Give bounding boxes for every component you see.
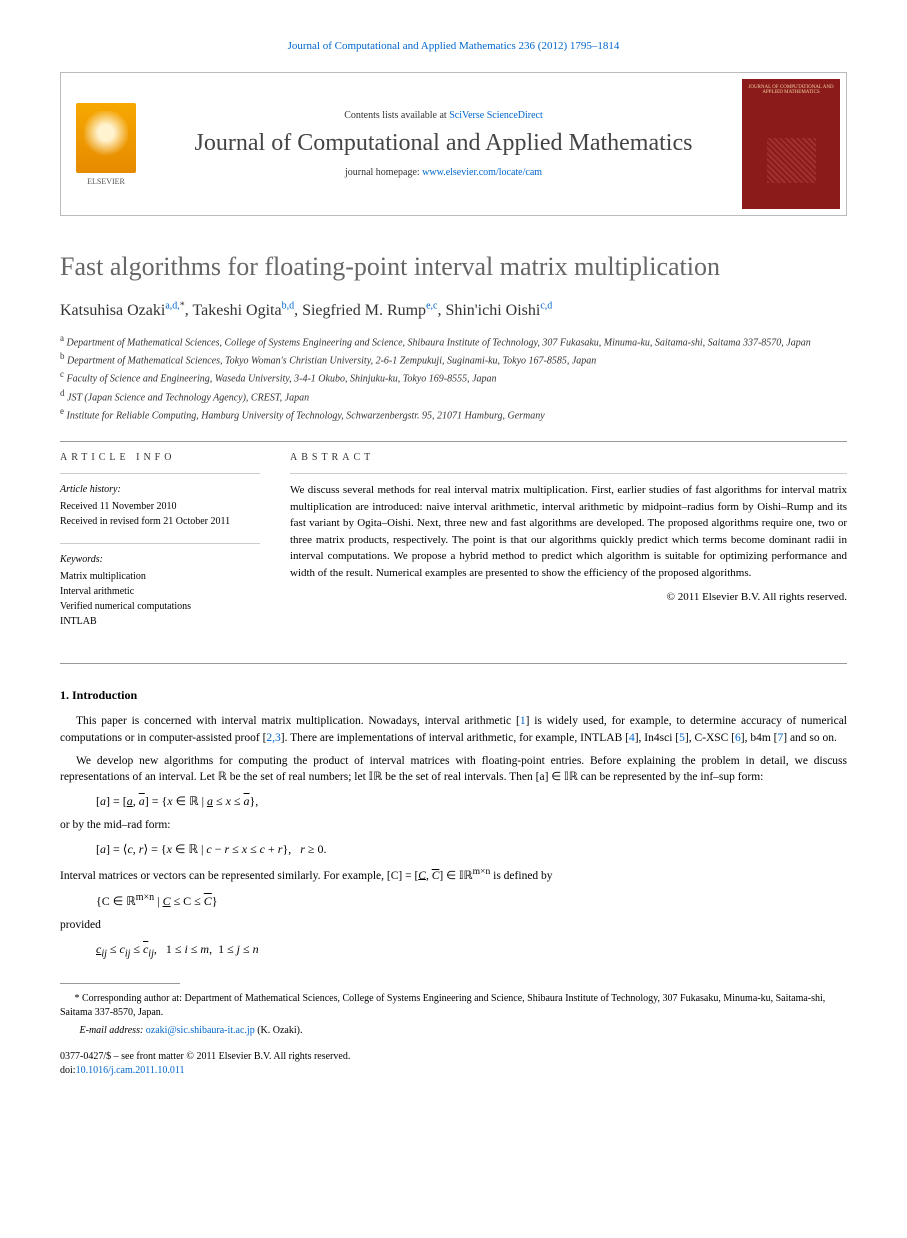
affiliation-link[interactable]: e,c [426, 300, 437, 311]
contents-line: Contents lists available at SciVerse Sci… [159, 110, 728, 121]
author: Shin'ichi Oishic,d [445, 302, 552, 319]
intro-paragraph-2: We develop new algorithms for computing … [60, 753, 847, 786]
email-footnote: E-mail address: ozaki@sic.shibaura-it.ac… [60, 1024, 847, 1038]
author: Siegfried M. Rumpe,c [302, 302, 437, 319]
publisher-block: ELSEVIER [61, 73, 151, 215]
footnote-divider [60, 983, 180, 984]
star-icon: * [72, 993, 82, 1004]
equation-interval-matrix: {C ∈ ℝm×n | C ≤ C ≤ C} [96, 892, 847, 909]
text: ], b4m [ [741, 732, 778, 744]
bottom-matter: 0377-0427/$ – see front matter © 2011 El… [60, 1050, 847, 1078]
elsevier-tree-icon [76, 103, 136, 173]
text: ] ∈ 𝕀ℝ [439, 869, 472, 881]
author-list: Katsuhisa Ozakia,d,*, Takeshi Ogitab,d, … [60, 300, 847, 319]
affiliation: c Faculty of Science and Engineering, Wa… [60, 368, 847, 386]
divider [60, 441, 847, 442]
equation-componentwise: cij ≤ cij ≤ cij, 1 ≤ i ≤ m, 1 ≤ j ≤ n [96, 942, 847, 959]
doi-line: doi:10.1016/j.cam.2011.10.011 [60, 1064, 847, 1078]
text: ] and so on. [783, 732, 837, 744]
history-block: Article history: Received 11 November 20… [60, 473, 260, 529]
affiliation-link[interactable]: a,d, [165, 300, 179, 311]
keywords-label: Keywords: [60, 552, 260, 567]
author: Katsuhisa Ozakia,d,* [60, 302, 185, 319]
text: ], In4sci [ [635, 732, 679, 744]
equation-infsup: [a] = [a, a] = {x ∈ ℝ | a ≤ x ≤ a}, [96, 794, 847, 809]
journal-name: Journal of Computational and Applied Mat… [159, 129, 728, 158]
affiliation: b Department of Mathematical Sciences, T… [60, 350, 847, 368]
affiliation: e Institute for Reliable Computing, Hamb… [60, 405, 847, 423]
intro-paragraph-5: provided [60, 917, 847, 934]
history-line: Received 11 November 2010 [60, 499, 260, 514]
article-info-heading: ARTICLE INFO [60, 452, 260, 463]
article-title: Fast algorithms for floating-point inter… [60, 251, 847, 282]
intro-paragraph-4: Interval matrices or vectors can be repr… [60, 865, 847, 885]
abstract-heading: ABSTRACT [290, 452, 847, 463]
text: This paper is concerned with interval ma… [76, 715, 520, 727]
text: m×n [473, 866, 491, 877]
homepage-line: journal homepage: www.elsevier.com/locat… [159, 167, 728, 178]
abstract-column: ABSTRACT We discuss several methods for … [290, 452, 847, 643]
doi-link[interactable]: 10.1016/j.cam.2011.10.011 [76, 1065, 185, 1076]
keywords-block: Keywords: Matrix multiplicationInterval … [60, 543, 260, 629]
article-info-column: ARTICLE INFO Article history: Received 1… [60, 452, 260, 643]
abstract-copyright: © 2011 Elsevier B.V. All rights reserved… [290, 589, 847, 606]
affiliation-link[interactable]: c,d [540, 300, 552, 311]
text: is defined by [490, 869, 552, 881]
section-1-heading: 1. Introduction [60, 688, 847, 703]
intro-paragraph-1: This paper is concerned with interval ma… [60, 713, 847, 746]
text: ]. There are implementations of interval… [281, 732, 629, 744]
header-reference: Journal of Computational and Applied Mat… [60, 40, 847, 52]
author: Takeshi Ogitab,d [192, 302, 294, 319]
sciencedirect-link[interactable]: SciVerse ScienceDirect [449, 110, 543, 121]
text: Corresponding author at: Department of M… [60, 993, 825, 1018]
cover-block: JOURNAL OF COMPUTATIONAL AND APPLIED MAT… [736, 73, 846, 215]
email-label: E-mail address: [80, 1025, 146, 1036]
text: } [212, 894, 218, 908]
keyword: Interval arithmetic [60, 584, 260, 599]
doi-label: doi: [60, 1065, 76, 1076]
affiliation-link[interactable]: b,d [282, 300, 295, 311]
history-label: Article history: [60, 482, 260, 497]
masthead: ELSEVIER Contents lists available at Sci… [60, 72, 847, 216]
text: | [154, 894, 162, 908]
divider [60, 663, 847, 664]
history-line: Received in revised form 21 October 2011 [60, 514, 260, 529]
text: (K. Ozaki). [255, 1025, 303, 1036]
intro-paragraph-3: or by the mid–rad form: [60, 817, 847, 834]
issn-line: 0377-0427/$ – see front matter © 2011 El… [60, 1050, 847, 1064]
keyword: INTLAB [60, 614, 260, 629]
equation-midrad: [a] = ⟨c, r⟩ = {x ∈ ℝ | c − r ≤ x ≤ c + … [96, 842, 847, 857]
journal-cover-thumbnail: JOURNAL OF COMPUTATIONAL AND APPLIED MAT… [742, 79, 840, 209]
abstract-text: We discuss several methods for real inte… [290, 482, 847, 581]
affiliation: d JST (Japan Science and Technology Agen… [60, 387, 847, 405]
text: Interval matrices or vectors can be repr… [60, 869, 418, 881]
homepage-link[interactable]: www.elsevier.com/locate/cam [422, 167, 542, 178]
keyword: Matrix multiplication [60, 569, 260, 584]
info-abstract-row: ARTICLE INFO Article history: Received 1… [60, 452, 847, 643]
text: m×n [136, 892, 154, 903]
affiliation-list: a Department of Mathematical Sciences, C… [60, 332, 847, 424]
text: {C ∈ ℝ [96, 894, 136, 908]
keyword: Verified numerical computations [60, 599, 260, 614]
text: ], C-XSC [ [685, 732, 735, 744]
email-link[interactable]: ozaki@sic.shibaura-it.ac.jp [146, 1025, 255, 1036]
contents-prefix: Contents lists available at [344, 110, 449, 121]
ref-2-3-link[interactable]: 2,3 [266, 732, 280, 744]
masthead-center: Contents lists available at SciVerse Sci… [151, 73, 736, 215]
text: ≤ C ≤ [171, 894, 204, 908]
homepage-prefix: journal homepage: [345, 167, 422, 178]
corresponding-author-footnote: * Corresponding author at: Department of… [60, 992, 847, 1020]
affiliation: a Department of Mathematical Sciences, C… [60, 332, 847, 350]
publisher-name: ELSEVIER [87, 177, 125, 186]
